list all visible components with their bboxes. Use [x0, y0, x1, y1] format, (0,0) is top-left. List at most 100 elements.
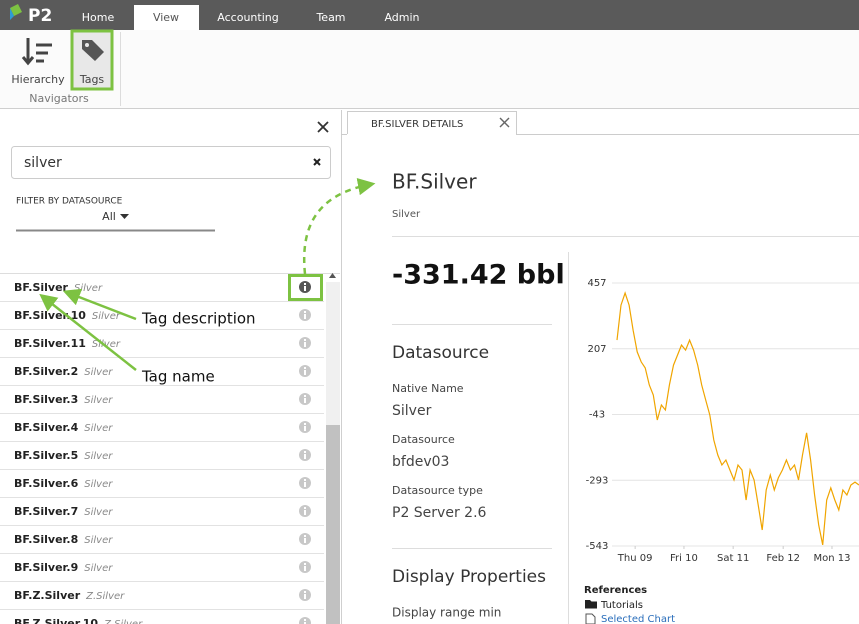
- logo-text: P2: [28, 6, 52, 26]
- info-icon[interactable]: [299, 561, 311, 573]
- tag-description: Silver: [84, 423, 113, 434]
- filter-dropdown[interactable]: All: [16, 210, 215, 232]
- info-stem: [304, 370, 306, 375]
- details-title: BF.Silver: [392, 170, 477, 194]
- filter-value: All: [102, 210, 116, 223]
- search-box[interactable]: [11, 146, 331, 179]
- hierarchy-button[interactable]: Hierarchy: [11, 38, 65, 86]
- tag-name: BF.Z.Silver.10: [14, 617, 98, 624]
- info-icon[interactable]: [299, 449, 311, 461]
- tag-description: Silver: [74, 283, 103, 294]
- tag-row[interactable]: BF.Silver.10 Silver: [14, 309, 311, 322]
- chart: 457 207 -43 -293 -543 Thu 09 Fri 10 Sat 11 Feb 1…: [586, 278, 859, 564]
- info-dot: [304, 395, 306, 397]
- info-icon[interactable]: [299, 617, 311, 624]
- details-subtitle: Silver: [392, 209, 421, 220]
- menu-tab[interactable]: Home: [82, 11, 115, 24]
- tag-description: Silver: [84, 535, 113, 546]
- tag-row[interactable]: BF.Silver.9 Silver: [14, 561, 311, 574]
- info-stem: [304, 538, 306, 543]
- tag-name: BF.Silver.11: [14, 337, 86, 350]
- tag-row[interactable]: BF.Silver.4 Silver: [14, 421, 311, 434]
- top-bar: [0, 0, 859, 30]
- info-icon[interactable]: [299, 505, 311, 517]
- field-label: Datasource type: [392, 484, 483, 497]
- info-dot: [304, 563, 306, 565]
- tag-description: Silver: [92, 339, 121, 350]
- search-query: silver: [24, 155, 62, 171]
- tag-description: Z.Silver: [85, 591, 125, 602]
- info-icon[interactable]: [299, 281, 311, 293]
- field-label: Display range min: [392, 606, 501, 620]
- info-dot: [304, 507, 306, 509]
- info-icon[interactable]: [299, 365, 311, 377]
- series-line: [616, 291, 859, 546]
- info-icon[interactable]: [299, 393, 311, 405]
- reference-link[interactable]: Selected Chart: [601, 614, 675, 624]
- tag-row[interactable]: BF.Silver.5 Silver: [14, 449, 311, 462]
- chart-icon: [585, 613, 596, 624]
- tab-title: BF.SILVER DETAILS: [371, 119, 463, 130]
- ribbon: [0, 30, 859, 108]
- info-icon[interactable]: [299, 533, 311, 545]
- annotation: Tag name: [141, 368, 215, 386]
- info-dot: [304, 283, 306, 285]
- info-icon[interactable]: [299, 477, 311, 489]
- field-label: Datasource: [392, 433, 455, 446]
- info-dot: [304, 423, 306, 425]
- tag-description: Silver: [84, 395, 113, 406]
- tag-row[interactable]: BF.Silver.3 Silver: [14, 393, 311, 406]
- highlight-box: [288, 274, 323, 301]
- reference-folder[interactable]: Tutorials: [600, 600, 643, 611]
- menu-tab[interactable]: View: [153, 11, 179, 24]
- info-stem: [304, 566, 306, 571]
- tag-row[interactable]: BF.Silver.11 Silver: [14, 337, 311, 350]
- annotation-arrow: [39, 293, 137, 371]
- clear-search[interactable]: [313, 158, 321, 166]
- scroll-up[interactable]: [329, 273, 336, 278]
- tag-row[interactable]: BF.Z.Silver Z.Silver: [14, 589, 311, 602]
- tag-name: BF.Silver.2: [14, 365, 78, 378]
- logo: P2: [10, 4, 52, 26]
- tag-description: Silver: [84, 507, 113, 518]
- references-heading: References: [584, 585, 647, 596]
- tag-row[interactable]: BF.Z.Silver.10 Z.Silver: [14, 617, 311, 624]
- info-dot: [304, 367, 306, 369]
- scroll-thumb[interactable]: [326, 425, 340, 624]
- tag-row[interactable]: BF.Silver.7 Silver: [14, 505, 311, 518]
- info-icon[interactable]: [299, 309, 311, 321]
- info-stem: [304, 482, 306, 487]
- tag-row[interactable]: BF.Silver Silver: [14, 281, 311, 294]
- tag-description: Silver: [84, 367, 113, 378]
- close-tab[interactable]: [499, 117, 510, 128]
- info-icon[interactable]: [299, 421, 311, 433]
- annotation-arrow: [62, 288, 137, 321]
- info-stem: [304, 622, 306, 624]
- info-dot: [304, 535, 306, 537]
- tag-row[interactable]: BF.Silver.6 Silver: [14, 477, 311, 490]
- tag-name: BF.Z.Silver: [14, 589, 81, 602]
- close-button[interactable]: [317, 121, 329, 133]
- y-tick-label: -543: [586, 541, 609, 552]
- menu-tab[interactable]: Accounting: [217, 11, 278, 24]
- x-tick-label: Feb 12: [766, 553, 800, 564]
- field-label: Native Name: [392, 382, 464, 395]
- menu-tab[interactable]: Team: [315, 11, 345, 24]
- tag-name: BF.Silver.6: [14, 477, 79, 490]
- tag-description: Silver: [84, 563, 113, 574]
- x-tick-label: Thu 09: [617, 553, 653, 564]
- info-icon[interactable]: [299, 589, 311, 601]
- menu-tab[interactable]: Admin: [384, 11, 419, 24]
- tag-row[interactable]: BF.Silver.8 Silver: [14, 533, 311, 546]
- y-tick-label: -43: [589, 410, 605, 421]
- info-icon[interactable]: [299, 337, 311, 349]
- tag-name: BF.Silver.4: [14, 421, 79, 434]
- annotation: Tag description: [141, 310, 256, 328]
- y-tick-label: -293: [586, 475, 609, 486]
- info-dot: [304, 451, 306, 453]
- info-dot: [304, 591, 306, 593]
- current-value: -331.42 bbl: [392, 260, 565, 291]
- tags-button[interactable]: Tags: [70, 29, 114, 91]
- tag-row[interactable]: BF.Silver.2 Silver: [14, 365, 311, 378]
- x-tick-label: Sat 11: [717, 553, 749, 564]
